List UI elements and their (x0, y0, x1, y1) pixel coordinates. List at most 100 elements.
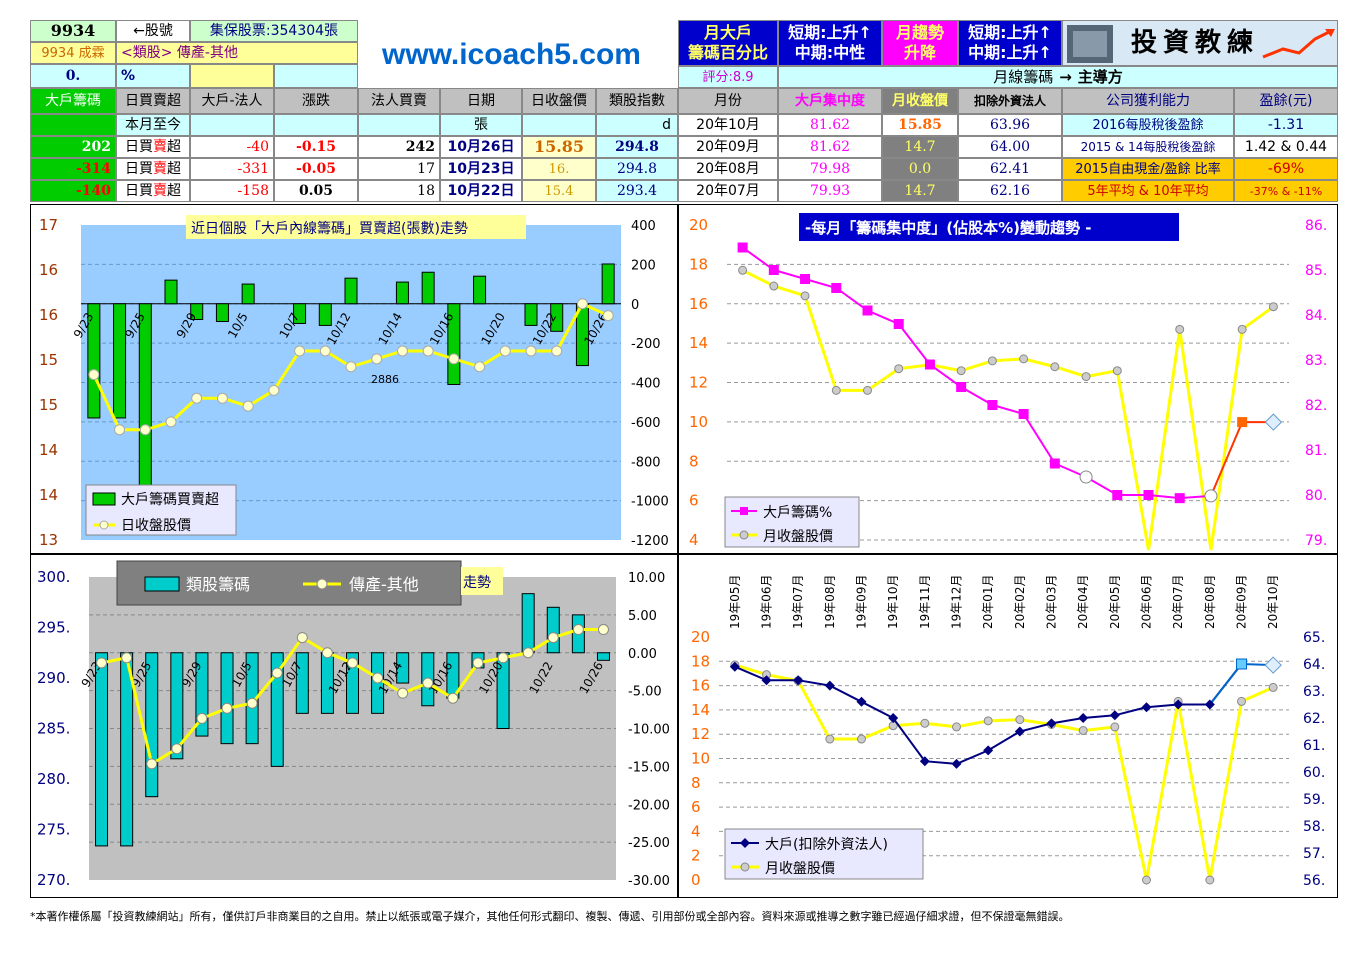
holder-point (1204, 699, 1215, 710)
profit-value: -37% & -11% (1234, 180, 1338, 202)
holder-point (983, 745, 994, 756)
annotation: 2886 (371, 373, 399, 386)
table-header-7: 類股指數 (596, 88, 678, 114)
chart-panel-4: 20 18 16 14 12 10 8 6 4 2 0 65. 64. 63. 62. 61. 60. 59. 58… (678, 554, 1338, 898)
legend-point-swatch (316, 578, 328, 590)
sector-label: <類股> 傳產-其他 (116, 42, 358, 64)
sector-point (522, 647, 534, 659)
price-point (1015, 715, 1025, 725)
subrow-blank-3 (274, 114, 358, 136)
price-point (800, 291, 810, 301)
bar-mark (524, 303, 538, 326)
x-tick-label: 20年03月 (1045, 574, 1059, 629)
y-right-tick: 60. (1303, 765, 1325, 781)
holder-point (1112, 490, 1123, 500)
bar-mark (396, 652, 410, 684)
y-right-tick: 83. (1305, 353, 1327, 369)
price-point (831, 385, 841, 395)
bar-mark (346, 652, 359, 714)
sector-point (96, 657, 108, 669)
price-point (1110, 722, 1120, 732)
holder-point (1204, 489, 1218, 503)
y-right-tick: 62. (1303, 711, 1325, 727)
month-close: 14.7 (882, 136, 958, 158)
month-label: 20年10月 (678, 114, 778, 136)
price-point (857, 734, 866, 744)
x-tick-label: 19年11月 (918, 574, 932, 629)
row-date: 10月26日 (440, 136, 522, 158)
y-right-tick: 80. (1305, 488, 1327, 504)
y-right-tick: 63. (1303, 684, 1325, 700)
row-label-pre: 日買 (125, 161, 153, 177)
big-holder-daily-chart: 400 200 0 -200 -400 -600 -800 -1000 -1200 17 16 16 1… (39, 215, 669, 549)
holder-point (761, 675, 772, 686)
legend-box (724, 496, 860, 548)
sector-point (321, 647, 333, 659)
sector-point (422, 677, 434, 689)
monthly-big-holder-label: 月大戶 (703, 23, 752, 42)
bar-mark (293, 303, 307, 324)
price-point (738, 265, 748, 275)
price-point (474, 361, 486, 373)
row-label-pre: 日買 (125, 183, 153, 199)
holder-point (1264, 656, 1282, 674)
y-right-tick: 200 (631, 258, 656, 273)
y-left-tick: 16 (689, 295, 708, 313)
row-close: 15.85 (522, 136, 596, 158)
price-point (1205, 875, 1215, 885)
holder-point (1109, 710, 1120, 721)
website-url[interactable]: www.icoach5.com (382, 38, 641, 71)
chart-panel-3: 10.00 5.00 0.00 -5.00 -10.00 -15.00 -20.00 -25.… (30, 554, 678, 898)
y-left-tick: 270. (37, 871, 70, 889)
chip-pct-label: 籌碼百分比 (687, 43, 768, 62)
legend-point-swatch (740, 862, 750, 872)
row-index: 293.4 (596, 180, 678, 202)
x-tick-label: 19年09月 (855, 574, 869, 629)
legend-label: 大戶籌碼% (763, 505, 832, 521)
mid-term-1: 中期:中性 (794, 43, 866, 62)
legend-point-swatch (740, 507, 748, 515)
price-point (294, 345, 306, 357)
x-tick-label: 19年10月 (886, 574, 900, 629)
y-left-tick: 8 (691, 774, 701, 792)
y-right-tick: -10.00 (628, 723, 670, 738)
y-left-tick: 6 (691, 798, 701, 816)
table-header-5: 日期 (440, 88, 522, 114)
holder-point (1143, 490, 1154, 500)
bar-mark (344, 277, 358, 305)
up-down-label: 升降 (903, 43, 936, 62)
stock-code-label: ←股號 (116, 20, 190, 42)
legend-bar-swatch (92, 492, 116, 506)
x-tick-label: 20年08月 (1203, 574, 1217, 629)
y-right-tick: 10.00 (628, 571, 665, 586)
price-point (1237, 324, 1247, 334)
chart-title: 近日個股「大戶內線籌碼」買賣超(張數)走勢 (191, 221, 468, 237)
y-left-tick: 15 (39, 351, 58, 369)
price-point (952, 722, 961, 732)
month-header-1: 大戶集中度 (778, 88, 882, 114)
big-holder-excl-chart: 2018161412108642065.64.63.62.61.60.59.58… (691, 574, 1325, 889)
y-left-tick: 17 (39, 216, 58, 234)
sector-point (347, 657, 358, 669)
chart-title: 走勢 (463, 575, 491, 591)
short-mid-term-1: 短期:上升↑ 中期:中性 (778, 20, 882, 66)
arrow-icon: → (1059, 67, 1072, 86)
y-right-tick: -400 (631, 377, 661, 392)
y-left-tick: 14 (39, 486, 58, 504)
bar-mark (295, 652, 309, 714)
y-right-tick: -25.00 (628, 836, 670, 851)
y-left-tick: 16 (39, 306, 58, 324)
price-point (319, 345, 331, 357)
month-label: 20年09月 (678, 136, 778, 158)
y-left-tick: 14 (691, 701, 710, 719)
price-point (422, 345, 434, 357)
bar-mark (95, 652, 109, 847)
row-chip: -140 (30, 180, 116, 202)
short-term-2: 短期:上升↑ (968, 23, 1052, 42)
sector-point (146, 758, 158, 770)
row-inst: 242 (358, 136, 440, 158)
legend-point-swatch (740, 838, 750, 848)
price-point (1268, 682, 1278, 692)
holder-point (1014, 726, 1025, 737)
y-right-tick: 84. (1305, 308, 1327, 324)
